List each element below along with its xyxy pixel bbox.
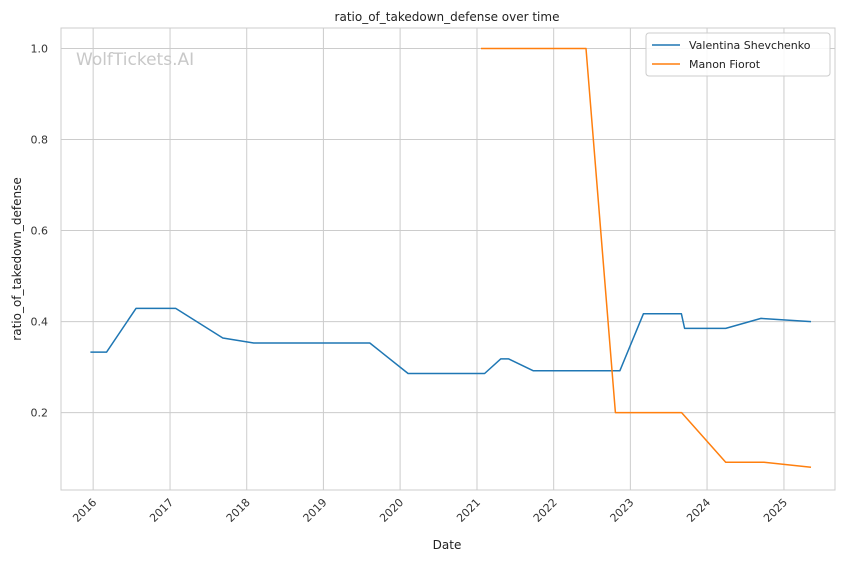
series-line-0 [90, 307, 812, 375]
y-tick-label: 0.2 [31, 407, 49, 420]
y-tick-label: 0.4 [31, 316, 49, 329]
watermark-text: WolfTickets.AI [76, 50, 194, 70]
legend-label-1: Manon Fiorot [689, 58, 761, 71]
plot-frame [60, 27, 836, 491]
y-tick-label: 0.6 [31, 225, 49, 238]
y-tick-label: 0.8 [31, 134, 49, 147]
series-lines [90, 47, 812, 468]
legend-label-0: Valentina Shevchenko [689, 39, 811, 52]
series-line-1 [481, 47, 812, 468]
y-tick-label: 1.0 [31, 42, 49, 55]
x-axis-title: Date [433, 538, 462, 552]
y-axis-title: ratio_of_takedown_defense [10, 177, 24, 340]
legend-box [645, 32, 831, 77]
chart-title: ratio_of_takedown_defense over time [335, 10, 560, 24]
y-axis-ticks: 0.2 0.4 0.6 0.8 1.0 [31, 42, 49, 419]
legend: Valentina Shevchenko Manon Fiorot [645, 32, 831, 77]
